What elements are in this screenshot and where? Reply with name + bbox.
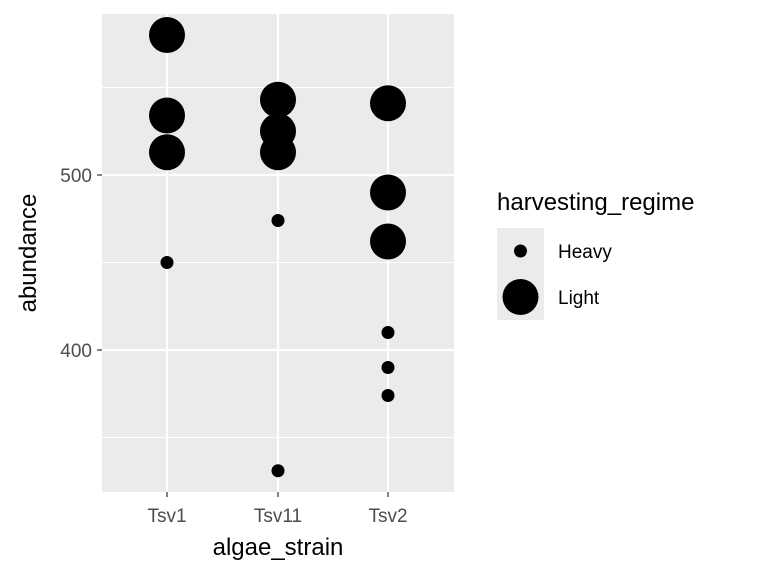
point-light [370,223,406,260]
x-tick-label: Tsv1 [147,506,186,527]
legend-label-heavy: Heavy [558,242,612,263]
point-heavy [381,389,395,402]
legend-label-light: Light [558,288,600,309]
legend-key-heavy [514,244,527,258]
point-light [149,134,185,171]
x-tick-label: Tsv2 [368,506,407,527]
legend: harvesting_regime Heavy Light [497,189,694,320]
legend-title: harvesting_regime [497,189,694,216]
point-light [370,174,406,211]
point-light [260,81,296,118]
data-points [149,17,406,478]
axes: 400 500 Tsv1 Tsv11 Tsv2 [60,166,407,527]
y-axis-title: abundance [15,194,42,313]
x-axis-title: algae_strain [213,534,344,561]
point-light [260,134,296,171]
y-tick-label: 400 [60,341,92,362]
point-light [149,17,185,53]
point-light [149,97,185,134]
point-heavy [381,361,395,374]
point-heavy [271,214,285,227]
point-light [370,85,406,122]
point-heavy [160,256,174,269]
legend-key-light [502,279,539,315]
y-tick-label: 500 [60,166,92,187]
point-heavy [271,464,285,478]
point-heavy [381,326,395,339]
x-tick-label: Tsv11 [254,506,302,527]
